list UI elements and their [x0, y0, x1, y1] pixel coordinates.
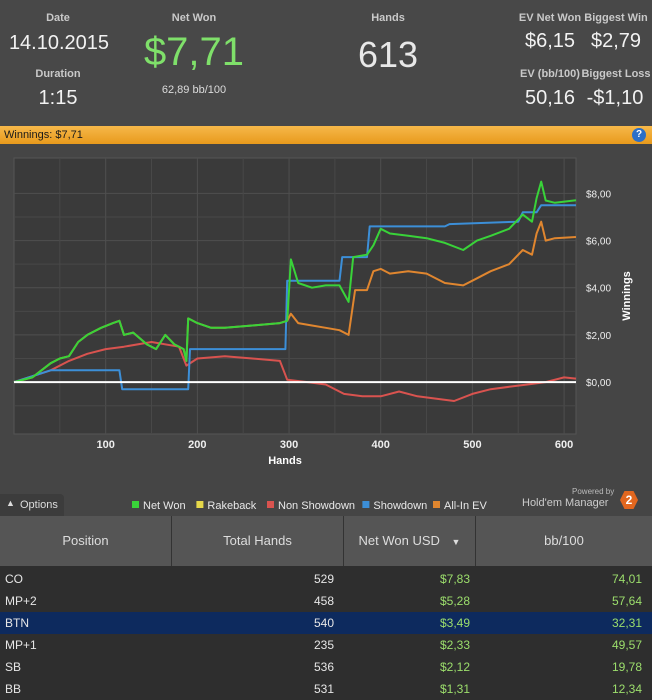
legend-swatch	[267, 501, 274, 508]
cell-position: MP+1	[5, 638, 37, 652]
cell-bb100: 12,34	[611, 682, 642, 696]
cell-position: BB	[5, 682, 22, 696]
col-header-net-won[interactable]: Net Won USD ▼	[344, 516, 476, 566]
cell-position: CO	[5, 572, 23, 586]
series-non-showdown	[13, 341, 577, 402]
series-net-won	[13, 180, 577, 384]
sort-desc-icon: ▼	[451, 537, 461, 547]
cell-net-won: $5,28	[439, 594, 470, 608]
biggest-win-value: $2,79	[590, 30, 642, 52]
cell-bb100: 49,57	[611, 638, 642, 652]
y-tick-label: $0,00	[586, 378, 611, 389]
y-tick-label: $4,00	[586, 284, 611, 295]
options-label: Options	[20, 499, 58, 511]
biggest-win-label: Biggest Win	[584, 12, 648, 24]
net-won-value: $7,71	[143, 30, 245, 74]
legend-swatch	[433, 501, 440, 508]
cell-hands: 235	[313, 638, 334, 652]
table-row[interactable]: MP+1 235 $2,33 49,57	[0, 634, 652, 656]
x-tick-label: 100	[97, 439, 115, 451]
x-tick-label: 300	[280, 439, 298, 451]
cell-position: BTN	[5, 616, 29, 630]
cell-bb100: 74,01	[611, 572, 642, 586]
winnings-banner-text: Winnings: $7,71	[4, 129, 83, 141]
powered-by-text: Powered by	[572, 487, 615, 496]
cell-hands: 540	[313, 616, 334, 630]
duration-label: Duration	[35, 68, 81, 80]
x-tick-label: 200	[188, 439, 206, 451]
legend-label: Non Showdown	[278, 500, 355, 512]
winnings-banner: Winnings: $7,71 ?	[0, 126, 652, 144]
biggest-loss-label: Biggest Loss	[581, 68, 651, 80]
date-value: 14.10.2015	[8, 32, 110, 54]
biggest-loss-value: -$1,10	[586, 87, 644, 109]
cell-hands: 458	[313, 594, 334, 608]
col-header-total-hands[interactable]: Total Hands	[172, 516, 344, 566]
hands-label: Hands	[371, 12, 405, 24]
cell-hands: 529	[313, 572, 334, 586]
cell-position: SB	[5, 660, 22, 674]
y-axis-label: Winnings	[621, 271, 633, 320]
session-stats-panel: Date 14.10.2015 Duration 1:15 Net Won $7…	[0, 0, 652, 126]
ev-bb-label: EV (bb/100)	[520, 68, 580, 80]
cell-bb100: 19,78	[611, 660, 642, 674]
net-won-label: Net Won	[171, 12, 217, 24]
x-tick-label: 500	[463, 439, 481, 451]
plot-area	[13, 157, 577, 435]
x-tick-label: 600	[555, 439, 573, 451]
winnings-chart: 100 200 300 400 500 600 $8,00 $6,00 $4,00 $2,00 $0…	[13, 157, 633, 467]
hm2-badge-icon: 2	[620, 491, 638, 509]
chart-legend: Net Won Rakeback Non Showdown Showdown All-I…	[132, 500, 487, 512]
cell-net-won: $3,49	[439, 616, 470, 630]
cell-position: MP+2	[5, 594, 37, 608]
legend-swatch	[132, 501, 139, 508]
cell-net-won: $2,33	[439, 638, 470, 652]
legend-swatch	[196, 501, 204, 508]
options-button[interactable]: ▲ Options	[0, 494, 64, 516]
table-row[interactable]: SB 536 $2,12 19,78	[0, 656, 652, 678]
col-header-bb100[interactable]: bb/100	[476, 516, 652, 566]
col-header-net-won-label: Net Won USD	[358, 533, 440, 548]
ev-net-won-value: $6,15	[524, 30, 576, 52]
cell-net-won: $2,12	[439, 660, 470, 674]
net-won-bb: 62,89 bb/100	[161, 84, 227, 96]
y-tick-label: $6,00	[586, 237, 611, 248]
position-stats-table: Position Total Hands Net Won USD ▼ bb/10…	[0, 516, 652, 700]
legend-label: Showdown	[373, 500, 427, 512]
cell-hands: 531	[313, 682, 334, 696]
cell-net-won: $7,83	[439, 572, 470, 586]
ev-net-won-label: EV Net Won	[518, 12, 582, 24]
chevron-up-icon: ▲	[6, 498, 15, 508]
powered-by-logo: Powered by Hold'em Manager 2	[518, 487, 648, 513]
winnings-chart-panel: 100 200 300 400 500 600 $8,00 $6,00 $4,00 $2,00 $0…	[0, 144, 652, 516]
ev-bb-value: 50,16	[524, 87, 576, 109]
legend-swatch	[362, 501, 370, 508]
table-row-selected[interactable]: BTN 540 $3,49 32,31	[0, 612, 652, 634]
legend-label: Net Won	[143, 500, 186, 512]
duration-value: 1:15	[38, 87, 78, 109]
legend-label: Rakeback	[207, 500, 256, 512]
col-header-position[interactable]: Position	[0, 516, 172, 566]
powered-by-name: Hold'em Manager	[522, 497, 609, 509]
table-row[interactable]: MP+2 458 $5,28 57,64	[0, 590, 652, 612]
date-label: Date	[46, 12, 70, 24]
help-icon[interactable]: ?	[632, 128, 646, 142]
table-row[interactable]: CO 529 $7,83 74,01	[0, 568, 652, 590]
table-row[interactable]: BB 531 $1,31 12,34	[0, 678, 652, 700]
cell-hands: 536	[313, 660, 334, 674]
cell-bb100: 32,31	[611, 616, 642, 630]
hands-value: 613	[357, 34, 419, 75]
legend-label: All-In EV	[444, 500, 487, 512]
y-tick-label: $2,00	[586, 331, 611, 342]
x-axis-label: Hands	[268, 455, 302, 467]
cell-bb100: 57,64	[611, 594, 642, 608]
cell-net-won: $1,31	[439, 682, 470, 696]
x-tick-label: 400	[372, 439, 390, 451]
series-showdown	[13, 204, 576, 391]
y-tick-label: $8,00	[586, 189, 611, 200]
